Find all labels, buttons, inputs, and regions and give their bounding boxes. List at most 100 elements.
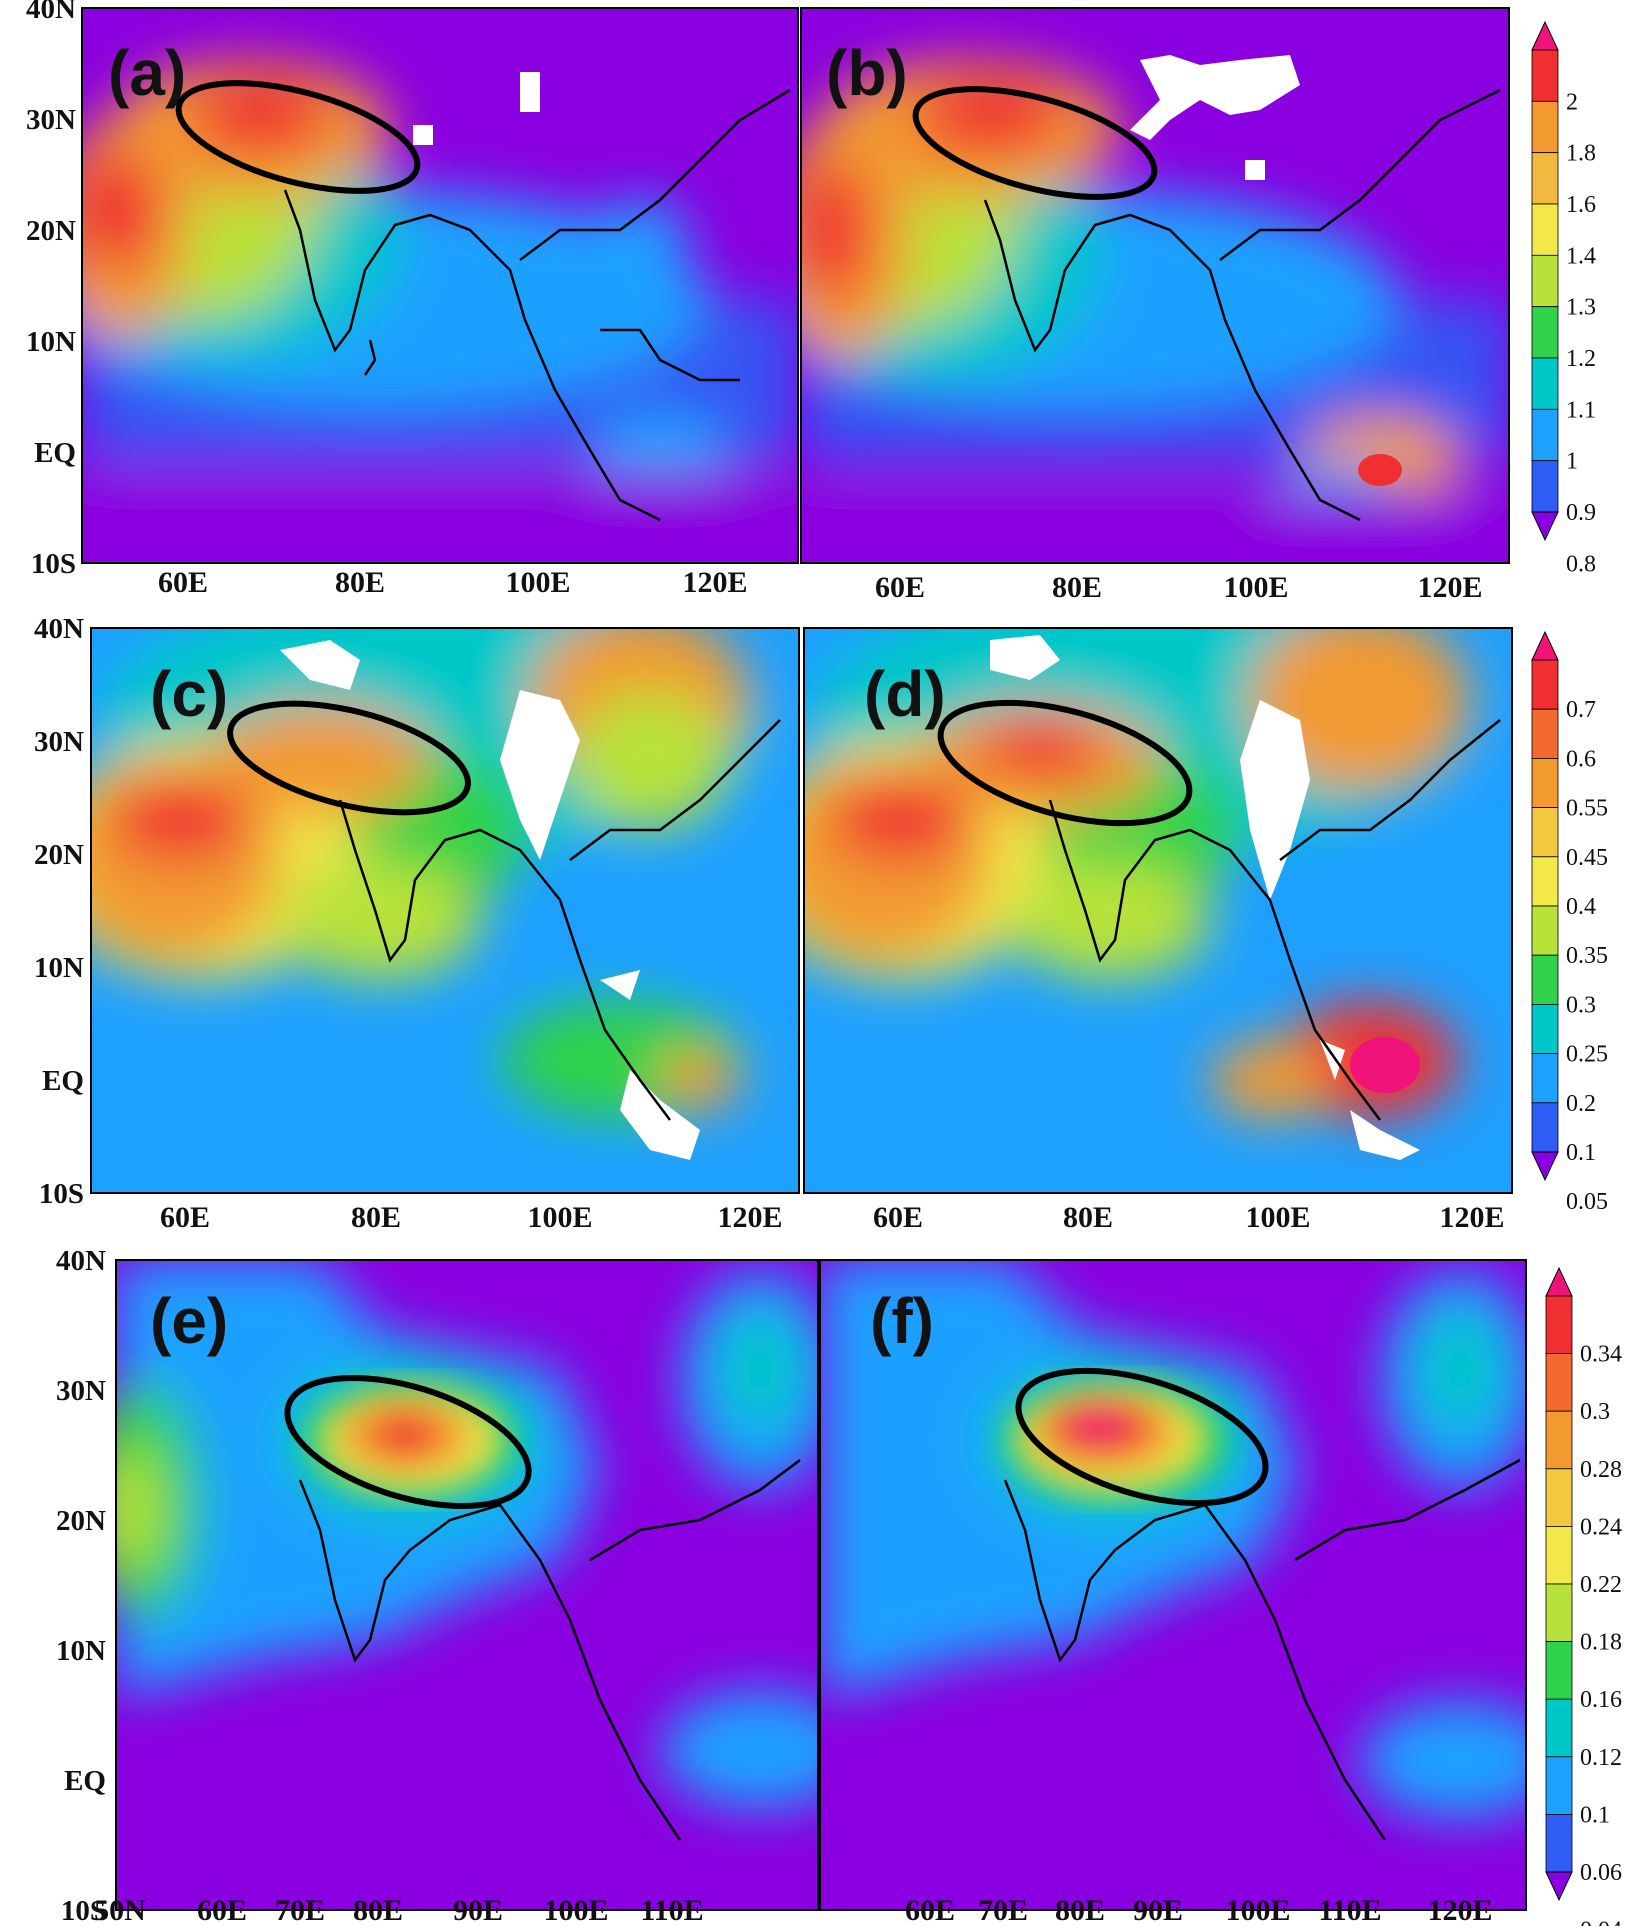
colorbar-tick-label: 1.2 [1566, 346, 1596, 372]
colorbar-tick-label: 0.2 [1566, 1091, 1596, 1117]
x-tick-label: 110E [640, 1894, 703, 1926]
colorbar-segment [1545, 1353, 1573, 1412]
colorbar-segment [1531, 1053, 1559, 1104]
x-tick-label: 80E [1055, 1894, 1105, 1926]
y-tick-label: 40N [34, 613, 84, 645]
x-tick-label: 100E [1245, 1201, 1310, 1234]
colorbar-segment [1531, 856, 1559, 907]
y-tick-label: EQ [42, 1065, 84, 1097]
y-tick-label: 40N [26, 0, 76, 25]
x-tick-label: 120E [682, 566, 747, 599]
colorbar-segment [1531, 100, 1559, 154]
colorbar-tick-label: 0.22 [1580, 1572, 1622, 1598]
y-tick-label: 10S [31, 548, 76, 580]
colorbar-segment [1531, 306, 1559, 359]
colorbar-arrow-bottom [1531, 511, 1559, 542]
colorbar-segment [1531, 254, 1559, 308]
colorbar-segment [1531, 357, 1559, 410]
colorbar-tick-label: 0.4 [1566, 894, 1596, 920]
colorbar-tick-label: 0.28 [1580, 1457, 1622, 1483]
x-tick-label: 70E [978, 1894, 1028, 1926]
colorbar-tick-label: 0.9 [1566, 500, 1596, 526]
panel-c: (c) [91, 628, 799, 1193]
colorbar-segment [1545, 1641, 1573, 1700]
colorbar-arrow-bottom [1531, 1151, 1559, 1182]
x-tick-label: 90E [453, 1894, 503, 1926]
colorbars: 2 1.8 1.6 1.4 1.3 1.2 1.1 1 0.9 0.8 0.7 0.6 0.55 0.45… [1531, 20, 1622, 1931]
colorbar-tick-label: 0.1 [1580, 1802, 1610, 1828]
x-tick-label: 100E [543, 1894, 608, 1926]
colorbar-tick-label: 0.6 [1566, 746, 1596, 772]
x-tick-label: 120E [717, 1201, 782, 1234]
y-tick-label: 30N [34, 726, 84, 758]
colorbar-segment [1545, 1526, 1573, 1585]
colorbar-segment [1545, 1583, 1573, 1642]
panel-label-e: (e) [150, 1285, 228, 1357]
y-tick-label: 10S [39, 1178, 84, 1210]
panel-label-f: (f) [870, 1285, 934, 1357]
colorbar-tick-label: 1.4 [1566, 243, 1596, 269]
y-tick-label: 20N [56, 1505, 106, 1537]
y-tick-label: 10N [34, 952, 84, 984]
x-tick-label: 110E [1318, 1894, 1381, 1926]
colorbar-segment [1531, 708, 1559, 759]
colorbar-segment [1545, 1468, 1573, 1527]
colorbar-tick-label: 1 [1566, 449, 1578, 475]
colorbar-segment [1545, 1410, 1573, 1470]
x-tick-label: 100E [1225, 1894, 1290, 1926]
x-tick-label: 100E [1223, 571, 1288, 604]
colorbar-tick-label: 0.12 [1580, 1745, 1622, 1771]
colorbar-segment [1545, 1698, 1573, 1758]
colorbar-bottom: 0.34 0.3 0.28 0.24 0.22 0.18 0.16 0.12 0.1 0.06 0.… [1545, 1266, 1622, 1931]
colorbar-tick-label: 0.18 [1580, 1630, 1622, 1656]
panel-e: (e) [116, 1260, 818, 1910]
colorbar-tick-label: 1.1 [1566, 397, 1596, 423]
colorbar-tick-label: 0.1 [1566, 1140, 1596, 1166]
colorbar-tick-label: 0.7 [1566, 697, 1596, 723]
x-tick-label: 60E [875, 571, 925, 604]
colorbar-middle: 0.7 0.6 0.55 0.45 0.4 0.35 0.3 0.25 0.2 0.1 0.05 [1531, 630, 1608, 1215]
colorbar-segment [1531, 758, 1559, 809]
panel-b: (b) [801, 8, 1509, 563]
colorbar-tick-label: 0.25 [1566, 1042, 1608, 1068]
colorbar-arrow-top [1531, 20, 1559, 51]
colorbar-segment [1545, 1814, 1573, 1873]
x-tick-label: 60E [197, 1894, 247, 1926]
colorbar-tick-label: 0.8 [1566, 551, 1596, 577]
colorbar-segment [1531, 1004, 1559, 1055]
colorbar-segment [1531, 203, 1559, 256]
y-tick-label: 10N [26, 326, 76, 358]
x-tick-label: 100E [527, 1201, 592, 1234]
panel-f: (f) [820, 1260, 1526, 1910]
colorbar-segment [1531, 408, 1559, 462]
colorbar-tick-label: 0.04 [1580, 1918, 1622, 1926]
x-tick-label: 60E [158, 566, 208, 599]
colorbar-tick-label: 2 [1566, 89, 1578, 115]
colorbar-segment [1531, 807, 1559, 858]
x-tick-label: 60E [160, 1201, 210, 1234]
panel-a: (a) [82, 8, 798, 563]
colorbar-tick-label: 0.16 [1580, 1687, 1622, 1713]
y-tick-label: EQ [64, 1765, 106, 1797]
colorbar-segment [1531, 1102, 1559, 1153]
axes-labels: 60E 80E 100E 120E 40N 30N 20N 10N EQ 10S 60E 80E 100… [26, 0, 1504, 1927]
panel-label-a: (a) [108, 37, 186, 109]
colorbar-tick-label: 1.8 [1566, 141, 1596, 167]
y-tick-label: 30N [56, 1375, 106, 1407]
x-tick-label: 90E [1133, 1894, 1183, 1926]
x-tick-label: 60E [905, 1894, 955, 1926]
colorbar-segment [1531, 49, 1559, 102]
colorbar-segment [1545, 1756, 1573, 1815]
x-tick-label: 80E [335, 566, 385, 599]
x-tick-label: 80E [353, 1894, 403, 1926]
colorbar-segment [1531, 152, 1559, 205]
colorbar-segment [1531, 659, 1559, 710]
colorbar-tick-label: 0.35 [1566, 943, 1608, 969]
colorbar-tick-label: 0.34 [1580, 1342, 1622, 1368]
y-tick-label: 10S [61, 1895, 106, 1926]
x-tick-label: 70E [275, 1894, 325, 1926]
y-tick-label: 20N [26, 215, 76, 247]
y-tick-label: 30N [26, 104, 76, 136]
colorbar-tick-label: 0.3 [1580, 1399, 1610, 1425]
